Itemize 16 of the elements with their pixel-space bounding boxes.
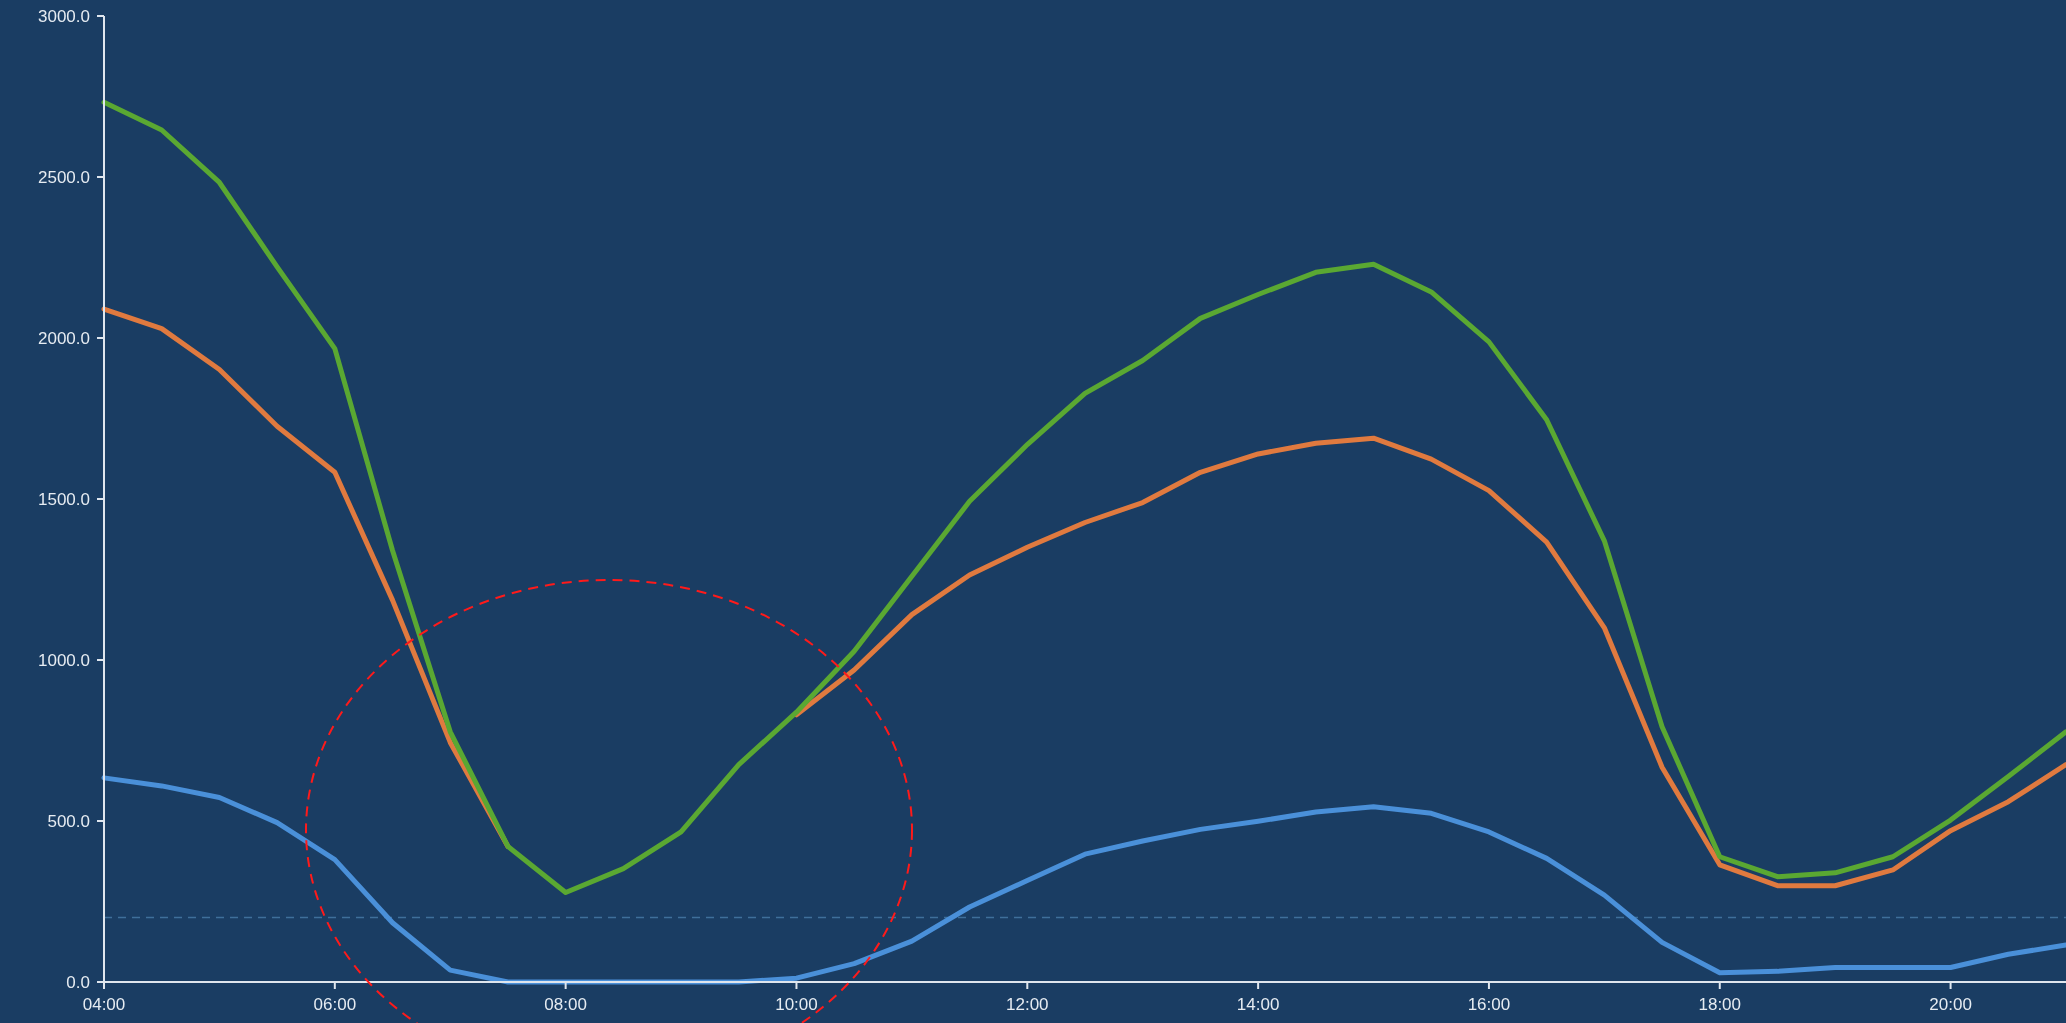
x-tick-label: 06:00 <box>313 995 357 1014</box>
y-tick-label: 2000.0 <box>38 328 90 348</box>
x-tick-label: 18:00 <box>1698 995 1742 1014</box>
x-tick-label: 20:00 <box>1929 995 1972 1014</box>
y-tick-label: 2500.0 <box>38 167 90 187</box>
y-tick-label: 0.0 <box>66 972 90 992</box>
y-tick-label: 3000.0 <box>38 6 90 26</box>
x-tick-label: 14:00 <box>1236 995 1280 1014</box>
y-tick-label: 1000.0 <box>38 650 90 670</box>
x-tick-label: 10:00 <box>775 995 818 1014</box>
y-tick-label: 1500.0 <box>38 489 90 509</box>
x-tick-label: 16:00 <box>1467 995 1511 1014</box>
x-tick-label: 04:00 <box>82 995 126 1014</box>
x-tick-label: 08:00 <box>544 995 587 1014</box>
y-tick-label: 500.0 <box>47 811 90 831</box>
x-tick-label: 12:00 <box>1006 995 1049 1014</box>
